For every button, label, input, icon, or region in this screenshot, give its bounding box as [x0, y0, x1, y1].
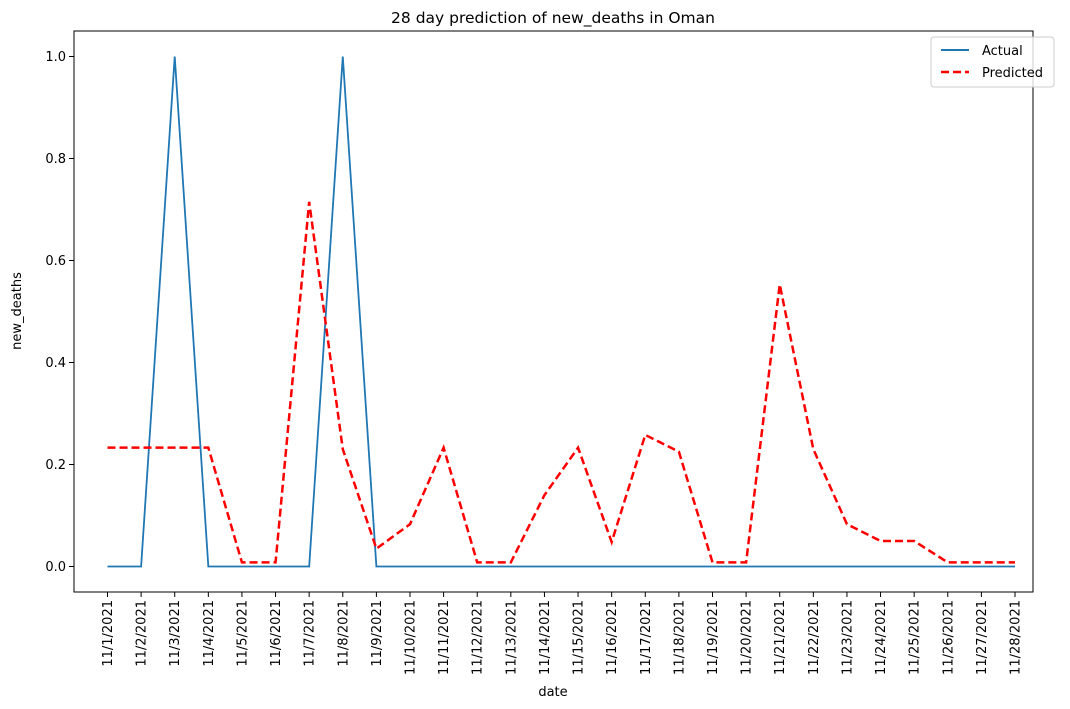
- y-axis-title: new_deaths: [10, 272, 25, 350]
- x-tick-label: 11/4/2021: [202, 600, 217, 667]
- x-tick-label: 11/8/2021: [336, 600, 351, 667]
- x-tick-label: 11/21/2021: [773, 600, 788, 675]
- x-tick-label: 11/11/2021: [437, 600, 452, 675]
- x-tick-label: 11/22/2021: [807, 600, 822, 675]
- chart-title: 28 day prediction of new_deaths in Oman: [391, 9, 715, 28]
- x-tick-label: 11/16/2021: [605, 600, 620, 675]
- legend-label-actual: Actual: [982, 44, 1023, 59]
- x-axis-title: date: [538, 685, 567, 700]
- x-tick-label: 11/19/2021: [706, 600, 721, 675]
- x-tick-label: 11/17/2021: [639, 600, 654, 675]
- series-line-actual: [107, 56, 1015, 568]
- x-tick-label: 11/7/2021: [303, 600, 318, 667]
- x-tick-label: 11/24/2021: [874, 600, 889, 675]
- legend-label-predicted: Predicted: [982, 66, 1043, 81]
- x-tick-label: 11/25/2021: [908, 600, 923, 675]
- y-tick-label: 0.8: [45, 152, 66, 167]
- y-tick-label: 0.6: [45, 254, 66, 269]
- plot-area: [73, 30, 1034, 593]
- y-tick-label: 0.4: [45, 356, 66, 371]
- x-tick-label: 11/15/2021: [572, 600, 587, 675]
- y-tick-label: 0.0: [45, 560, 66, 575]
- y-axis: 0.0 0.2 0.4 0.6 0.8 1.0: [45, 50, 74, 575]
- series-line-predicted: [107, 201, 1015, 564]
- x-tick-label: 11/3/2021: [168, 600, 183, 667]
- legend: Actual Predicted: [930, 36, 1055, 88]
- x-tick-label: 11/2/2021: [135, 600, 150, 667]
- x-axis: 11/1/2021 11/2/2021 11/3/2021 11/4/2021 11/5…: [101, 592, 1024, 675]
- x-tick-label: 11/5/2021: [235, 600, 250, 667]
- x-tick-label: 11/13/2021: [504, 600, 519, 675]
- x-tick-label: 11/26/2021: [941, 600, 956, 675]
- x-tick-label: 11/28/2021: [1009, 600, 1024, 675]
- x-tick-label: 11/6/2021: [269, 600, 284, 667]
- x-tick-label: 11/9/2021: [370, 600, 385, 667]
- x-tick-label: 11/10/2021: [404, 600, 419, 675]
- x-tick-label: 11/20/2021: [740, 600, 755, 675]
- x-tick-label: 11/23/2021: [840, 600, 855, 675]
- y-tick-label: 0.2: [45, 458, 66, 473]
- y-tick-label: 1.0: [45, 50, 66, 65]
- plot-frame: [73, 30, 1034, 593]
- x-tick-label: 11/1/2021: [101, 600, 116, 667]
- x-tick-label: 11/12/2021: [471, 600, 486, 675]
- x-tick-label: 11/14/2021: [538, 600, 553, 675]
- x-tick-label: 11/18/2021: [672, 600, 687, 675]
- x-tick-label: 11/27/2021: [975, 600, 990, 675]
